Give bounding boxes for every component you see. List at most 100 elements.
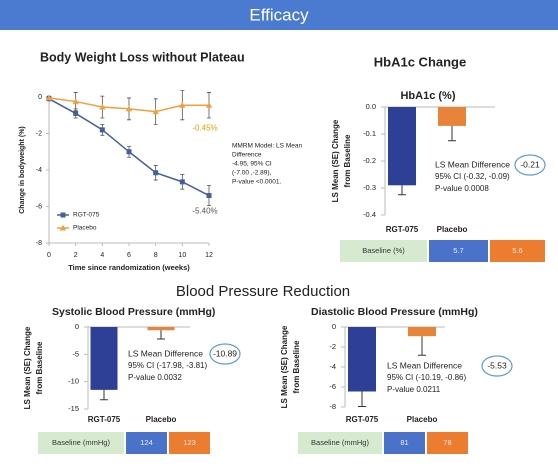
bar [438, 107, 466, 126]
error-bar [398, 185, 406, 196]
baseline-cell [169, 432, 210, 454]
baseline-cell [427, 432, 468, 454]
y-axis-label: from Baseline [35, 341, 44, 394]
error-bar [448, 125, 456, 142]
y-tick-label: -2 [36, 130, 42, 137]
baseline-text: 5.6 [512, 246, 522, 255]
y-tick-label: 0 [332, 322, 336, 331]
y-axis-label: LS Mean (SE) Change [280, 325, 289, 408]
y-tick-label: -0.4 [363, 210, 376, 219]
y-tick-label: -6 [329, 382, 336, 391]
baseline-cell [384, 432, 425, 454]
annotation: LS Mean Difference [435, 159, 510, 169]
annotation: P-value 0.0008 [435, 184, 489, 193]
difference-value: -0.21 [520, 159, 540, 169]
marker [99, 127, 105, 133]
chart-subtitle: HbA1c (%) [400, 90, 455, 102]
error-bar [157, 330, 165, 340]
marker [152, 108, 159, 115]
x-tick-label: Placebo [437, 225, 468, 234]
error-bar [358, 391, 366, 407]
y-tick-label: -4 [329, 362, 336, 371]
baseline-cell [298, 432, 382, 454]
difference-value: -10.89 [213, 348, 237, 358]
marker [99, 103, 106, 110]
baseline-cell [38, 432, 124, 454]
marker [125, 105, 133, 112]
legend-label: RGT-075 [73, 212, 100, 219]
y-tick-label: 0.0 [366, 102, 376, 111]
marker [45, 94, 53, 101]
y-tick-label: -5 [72, 349, 79, 358]
annotation: MMRM Model: LS Mean [232, 143, 302, 150]
y-tick-label: -6 [36, 203, 42, 210]
highlight-circle [481, 355, 513, 377]
difference-value: -5.53 [487, 360, 507, 370]
marker [206, 193, 212, 199]
x-tick-label: 2 [74, 252, 78, 259]
marker [179, 179, 185, 185]
x-tick-label: Placebo [146, 415, 177, 424]
bar [147, 327, 175, 331]
header-bar [0, 0, 558, 30]
baseline-cell [126, 432, 167, 454]
x-tick-label: RGT-075 [386, 225, 419, 234]
baseline-text: 124 [140, 438, 153, 447]
x-axis-label: Time since randomization (weeks) [68, 263, 190, 272]
annotation: 95% CI (-17.98, -3.81) [128, 361, 207, 370]
x-tick-label: RGT-075 [88, 415, 121, 424]
y-tick-label: -0.1 [363, 129, 376, 138]
marker [73, 110, 79, 116]
chart-title: HbA1c Change [374, 54, 466, 69]
highlight-circle [209, 343, 241, 365]
baseline-cell [429, 240, 488, 262]
error-bar [418, 336, 426, 356]
x-tick-label: 12 [205, 252, 213, 259]
error-bar [100, 389, 108, 401]
bar [90, 327, 118, 390]
x-tick-label: 4 [100, 252, 104, 259]
baseline-text: 78 [443, 438, 451, 447]
marker [59, 224, 67, 231]
chart-title: Diastolic Blood Pressure (mmHg) [311, 306, 478, 318]
y-tick-label: -4 [36, 167, 42, 174]
annotation: 95% CI (-10.19, -0.86) [387, 373, 466, 382]
y-axis-label: Change in bodyweight (%) [19, 126, 26, 214]
y-tick-label: 0 [38, 94, 42, 101]
y-tick-label: -0.3 [363, 183, 376, 192]
baseline-text: 123 [183, 438, 196, 447]
annotation: P-value <0.0001. [232, 179, 282, 186]
marker [126, 149, 132, 155]
marker [153, 170, 159, 176]
annotation: LS Mean Difference [387, 360, 462, 370]
chart-title: Systolic Blood Pressure (mmHg) [52, 306, 215, 318]
marker [60, 212, 66, 218]
annotation: P-value 0.0032 [128, 373, 182, 382]
y-tick-label: -8 [36, 240, 42, 247]
y-tick-label: 0 [75, 322, 79, 331]
annotation: -4.95, 95% CI [232, 161, 272, 168]
section-title: Blood Pressure Reduction [176, 283, 350, 300]
bar [388, 107, 416, 186]
legend-label: Placebo [73, 225, 97, 232]
y-tick-label: -15 [68, 404, 79, 413]
x-tick-label: RGT-075 [346, 415, 379, 424]
annotation: P-value 0.0211 [387, 385, 441, 394]
baseline-text: Baseline (mmHg) [311, 438, 369, 447]
chart-title: Body Weight Loss without Plateau [40, 50, 245, 64]
data-label: -5.40% [192, 207, 217, 216]
baseline-cell [340, 240, 427, 262]
header-title: Efficacy [249, 5, 309, 24]
y-tick-label: -8 [329, 402, 336, 411]
y-axis-label: from Baseline [343, 134, 352, 187]
y-tick-label: -10 [68, 377, 79, 386]
baseline-text: 81 [400, 438, 408, 447]
highlight-circle [514, 154, 546, 176]
baseline-cell [490, 240, 545, 262]
marker [205, 102, 213, 108]
bar [408, 327, 436, 337]
x-tick-label: Placebo [407, 415, 438, 424]
x-tick-label: 8 [154, 252, 158, 259]
y-axis-label: from Baseline [292, 340, 301, 393]
